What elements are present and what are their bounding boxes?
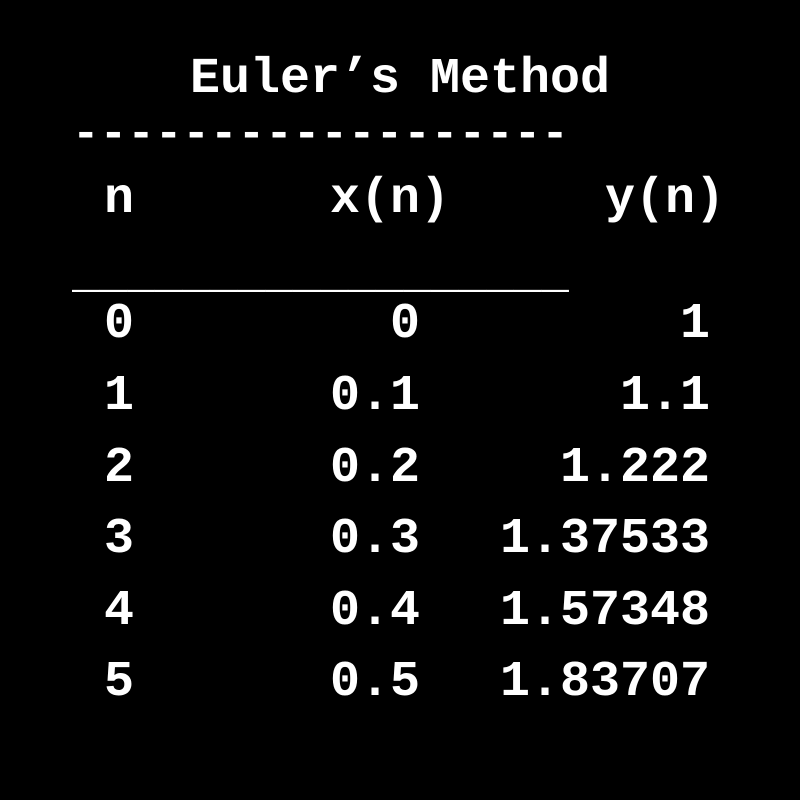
header-divider: __________________ bbox=[72, 250, 569, 300]
table-row: 1 0.1 1.1 bbox=[0, 362, 800, 432]
cell-x: 0.5 bbox=[329, 654, 420, 711]
table-row: 4 0.4 1.57348 bbox=[0, 577, 800, 647]
cell-y: 1.57348 bbox=[499, 583, 710, 640]
cell-n: 5 bbox=[104, 654, 135, 711]
table-row: 0 0 1 bbox=[0, 290, 800, 360]
header-y: y(n) bbox=[604, 171, 725, 228]
header-row: n x(n) y(n) bbox=[0, 165, 800, 235]
cell-y: 1.83707 bbox=[499, 654, 710, 711]
cell-n: 0 bbox=[104, 296, 135, 353]
header-x: x(n) bbox=[329, 171, 450, 228]
cell-n: 3 bbox=[104, 511, 135, 568]
header-n: n bbox=[104, 171, 135, 228]
cell-y: 1 bbox=[679, 296, 710, 353]
cell-x: 0.1 bbox=[329, 368, 420, 425]
cell-n: 2 bbox=[104, 440, 135, 497]
cell-x: 0 bbox=[389, 296, 420, 353]
cell-y: 1.1 bbox=[619, 368, 710, 425]
cell-y: 1.222 bbox=[559, 440, 710, 497]
table-row: 2 0.2 1.222 bbox=[0, 434, 800, 504]
cell-x: 0.2 bbox=[329, 440, 420, 497]
cell-y: 1.37533 bbox=[499, 511, 710, 568]
table-row: 5 0.5 1.83707 bbox=[0, 648, 800, 718]
cell-x: 0.4 bbox=[329, 583, 420, 640]
table-title: Euler’s Method bbox=[189, 51, 611, 108]
top-divider: ------------------ bbox=[72, 110, 569, 160]
cell-n: 4 bbox=[104, 583, 135, 640]
cell-x: 0.3 bbox=[329, 511, 420, 568]
cell-n: 1 bbox=[104, 368, 135, 425]
table-row: 3 0.3 1.37533 bbox=[0, 505, 800, 575]
